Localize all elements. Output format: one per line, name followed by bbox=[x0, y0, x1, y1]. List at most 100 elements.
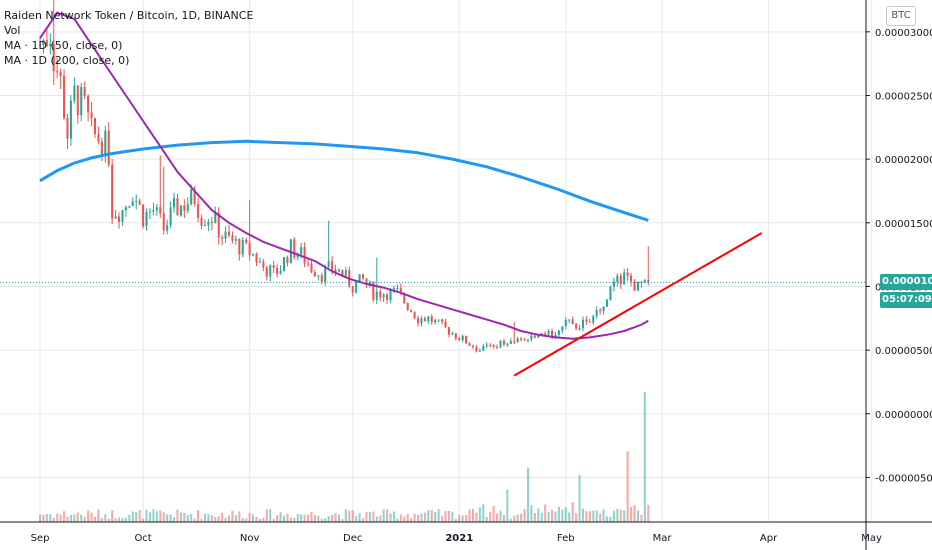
candle-body bbox=[286, 257, 289, 264]
volume-bar bbox=[135, 511, 138, 522]
volume-bar bbox=[162, 512, 165, 522]
volume-bar bbox=[451, 511, 454, 522]
volume-bar bbox=[324, 518, 327, 522]
candle-body bbox=[344, 270, 347, 276]
candle-body bbox=[544, 333, 547, 335]
candle-body bbox=[403, 293, 406, 303]
volume-bar bbox=[121, 518, 124, 522]
volume-bar bbox=[626, 451, 629, 522]
volume-bar bbox=[616, 508, 619, 522]
volume-bar bbox=[533, 512, 536, 522]
volume-bar bbox=[365, 512, 368, 522]
volume-bar bbox=[416, 514, 420, 522]
candle-body bbox=[224, 231, 227, 239]
volume-bar bbox=[258, 518, 261, 522]
volume-bar bbox=[100, 518, 103, 522]
candle-body bbox=[533, 335, 536, 338]
candle-body bbox=[468, 343, 471, 346]
volume-bar bbox=[647, 504, 650, 522]
candle-body bbox=[97, 133, 100, 142]
candle-body bbox=[258, 261, 261, 263]
volume-bar bbox=[52, 517, 55, 522]
volume-bar bbox=[544, 504, 547, 522]
candle-body bbox=[636, 281, 639, 291]
candle-body bbox=[197, 203, 200, 218]
volume-bar bbox=[358, 513, 361, 522]
candle-body bbox=[578, 328, 581, 330]
candle-body bbox=[406, 302, 409, 310]
candle-body bbox=[523, 339, 526, 341]
volume-bar bbox=[619, 509, 622, 522]
volume-bar bbox=[124, 517, 127, 522]
ma200-line bbox=[39, 139, 649, 222]
candle-body bbox=[203, 225, 206, 227]
candle-body bbox=[633, 281, 636, 291]
candle-body bbox=[461, 335, 464, 341]
candle-body bbox=[138, 200, 141, 205]
volume-bar bbox=[506, 489, 509, 522]
volume-bar bbox=[368, 511, 371, 522]
candle-body bbox=[526, 339, 530, 341]
volume-bar bbox=[537, 508, 540, 522]
candle-body bbox=[265, 267, 268, 277]
volume-bar bbox=[636, 510, 639, 522]
volume-bar bbox=[286, 513, 289, 522]
candle-body bbox=[396, 287, 399, 289]
volume-bar bbox=[214, 516, 217, 522]
volume-bar bbox=[66, 516, 69, 522]
volume-bar bbox=[595, 510, 598, 522]
candle-body bbox=[602, 306, 605, 311]
candle-body bbox=[111, 164, 114, 219]
candle-body bbox=[52, 43, 55, 72]
volume-bar bbox=[245, 518, 248, 522]
volume-bar bbox=[399, 514, 402, 522]
volume-bar bbox=[42, 514, 45, 522]
candle-body bbox=[303, 247, 306, 264]
candle-body bbox=[537, 334, 540, 338]
candle-body bbox=[193, 189, 196, 204]
volume-bar bbox=[238, 511, 241, 522]
candle-body bbox=[80, 87, 83, 116]
volume-bar bbox=[602, 509, 605, 522]
volume-bar bbox=[447, 510, 450, 522]
candle-body bbox=[317, 275, 320, 277]
volume-bar bbox=[276, 515, 279, 522]
volume-bar bbox=[217, 516, 220, 522]
candle-body bbox=[585, 319, 588, 322]
candle-body bbox=[362, 274, 365, 279]
volume-bar bbox=[197, 509, 200, 522]
candle-body bbox=[231, 235, 234, 241]
volume-bar bbox=[169, 514, 172, 522]
candle-body bbox=[152, 210, 155, 212]
candle-body bbox=[605, 299, 609, 307]
volume-bar bbox=[234, 515, 237, 522]
volume-bar bbox=[303, 514, 306, 522]
volume-bar bbox=[131, 511, 134, 522]
volume-bar bbox=[279, 512, 282, 522]
currency-unit-button[interactable]: BTC bbox=[886, 6, 916, 26]
volume-bar bbox=[327, 515, 330, 522]
candle-body bbox=[331, 261, 334, 270]
ma50-line bbox=[39, 11, 649, 340]
trend-line bbox=[513, 232, 763, 377]
volume-bar bbox=[159, 510, 162, 522]
volume-bar bbox=[471, 509, 475, 522]
volume-bar bbox=[571, 502, 574, 522]
candle-body bbox=[568, 319, 571, 321]
volume-bar bbox=[179, 512, 182, 522]
candle-body bbox=[368, 281, 371, 285]
candle-body bbox=[238, 239, 241, 255]
candle-body bbox=[121, 210, 124, 222]
volume-bar bbox=[379, 515, 382, 522]
candle-body bbox=[509, 340, 512, 344]
candle-body bbox=[334, 269, 337, 272]
candle-body bbox=[420, 318, 423, 324]
candle-body bbox=[200, 217, 203, 226]
candle-body bbox=[437, 319, 440, 321]
indicator-lines bbox=[0, 11, 866, 377]
volume-bar bbox=[441, 516, 444, 522]
volume-bar bbox=[265, 509, 268, 522]
candle-body bbox=[588, 321, 591, 323]
